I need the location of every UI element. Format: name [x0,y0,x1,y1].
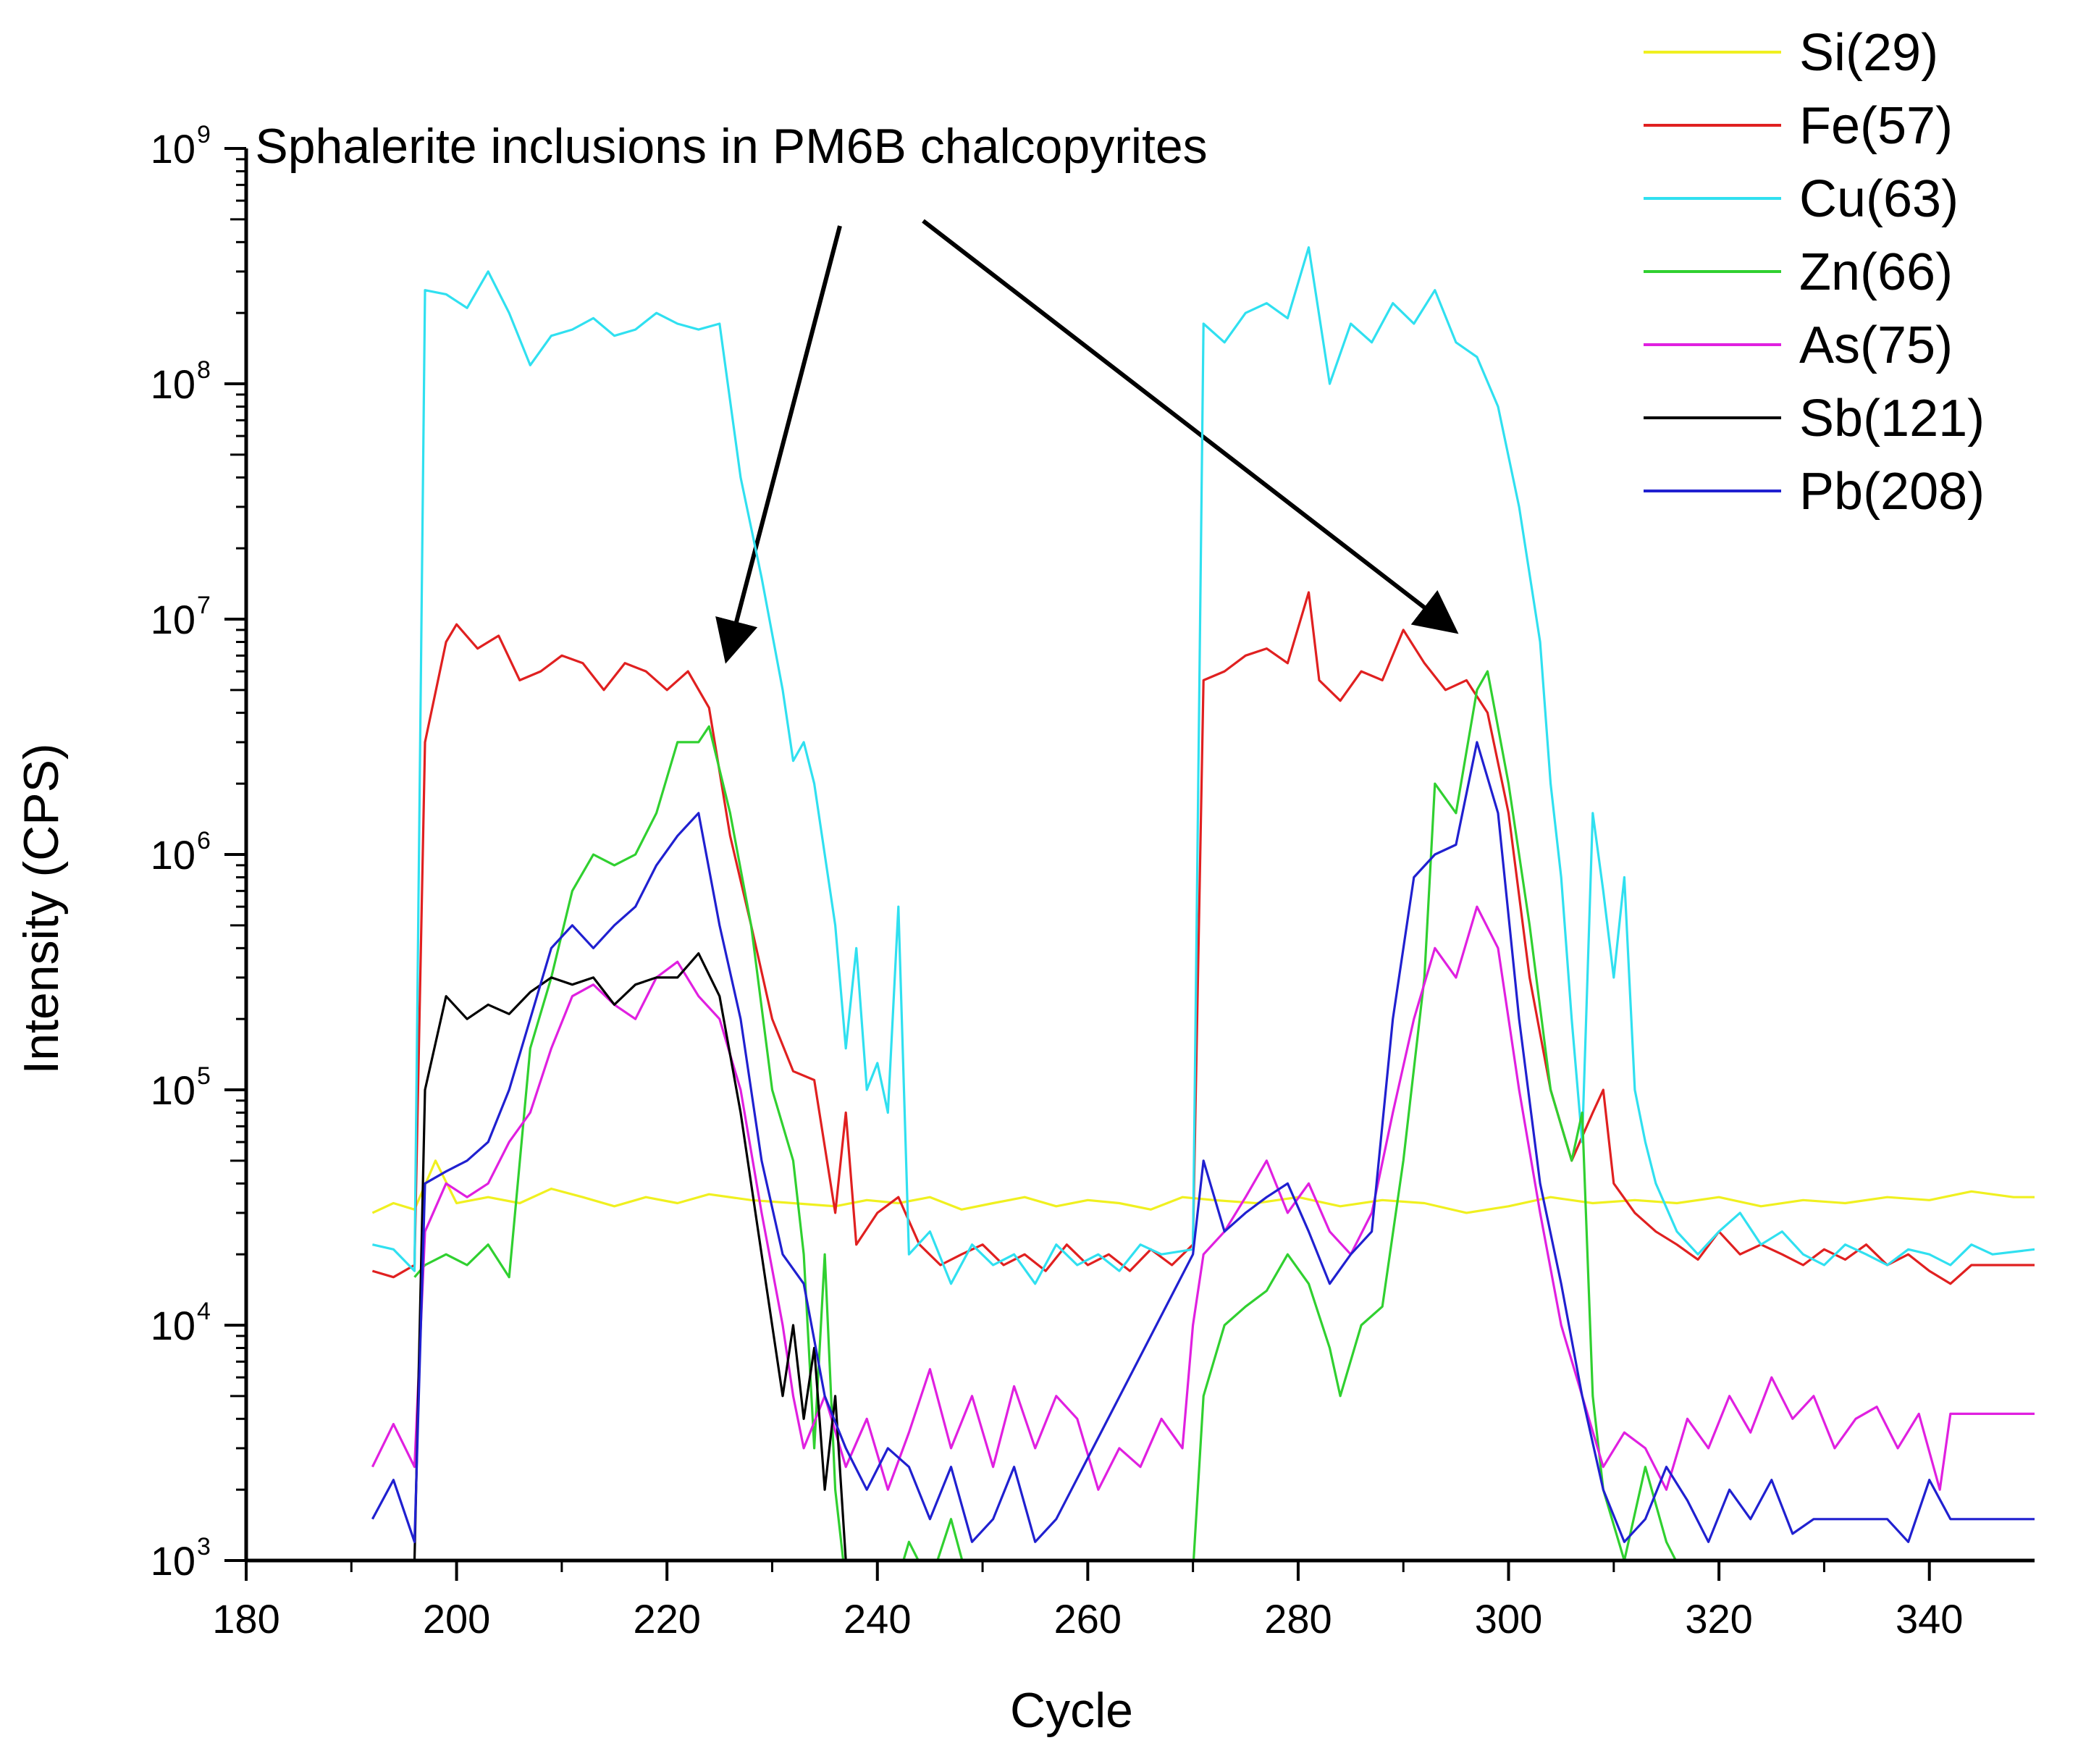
y-tick-exponent-0: 3 [197,1533,211,1561]
series-line-6 [371,741,2035,1543]
x-tick-label-3: 240 [844,1596,911,1642]
legend-label-6: Pb(208) [1799,463,1985,521]
series-line-4 [371,905,2035,1491]
annotation-arrow-left [715,225,842,664]
y-tick-exponent-4: 7 [197,592,211,619]
y-tick-exponent-3: 6 [197,827,211,854]
y-tick-exponent-1: 4 [197,1298,211,1325]
y-axis-title: Intensity (CPS) [14,743,69,1074]
y-tick-label-0: 10 [151,1538,195,1584]
y-tick-exponent-6: 9 [197,121,211,148]
series-group [371,246,2035,1561]
y-tick-label-2: 10 [151,1067,195,1113]
x-axis-title: Cycle [1010,1683,1133,1738]
y-tick-label-6: 10 [151,126,195,172]
x-tick-label-4: 260 [1054,1596,1122,1642]
series-line-0 [371,1159,2035,1214]
x-tick-label-6: 300 [1475,1596,1542,1642]
legend-label-3: Zn(66) [1799,243,1953,301]
legend-label-1: Fe(57) [1799,97,1953,155]
y-tick-label-1: 10 [151,1303,195,1348]
legend-label-0: Si(29) [1799,24,1938,82]
x-tick-label-5: 280 [1264,1596,1332,1642]
annotation-arrow-right [922,219,1459,634]
series-line-5 [413,952,847,1561]
y-tick-label-4: 10 [151,597,195,642]
y-tick-label-3: 10 [151,832,195,878]
x-tick-label-2: 220 [633,1596,700,1642]
x-tick-label-0: 180 [212,1596,279,1642]
y-tick-label-5: 10 [151,361,195,407]
x-tick-label-8: 340 [1896,1596,1963,1642]
x-tick-label-1: 200 [423,1596,490,1642]
series-line-2 [372,246,2035,1285]
legend: Si(29) Fe(57) Cu(63) Zn(66) As(75) Sb(121) Pb(… [1644,24,1985,521]
y-tick-exponent-5: 8 [197,356,211,384]
y-tick-exponent-2: 5 [197,1062,211,1090]
legend-label-2: Cu(63) [1799,170,1959,228]
x-tick-label-7: 320 [1685,1596,1752,1642]
series-line-1 [371,591,2035,1285]
legend-label-4: As(75) [1799,316,1953,374]
annotation-text: Sphalerite inclusions in PM6B chalcopyri… [255,119,1207,174]
legend-label-5: Sb(121) [1799,390,1985,448]
series-line-3 [413,670,1678,1561]
